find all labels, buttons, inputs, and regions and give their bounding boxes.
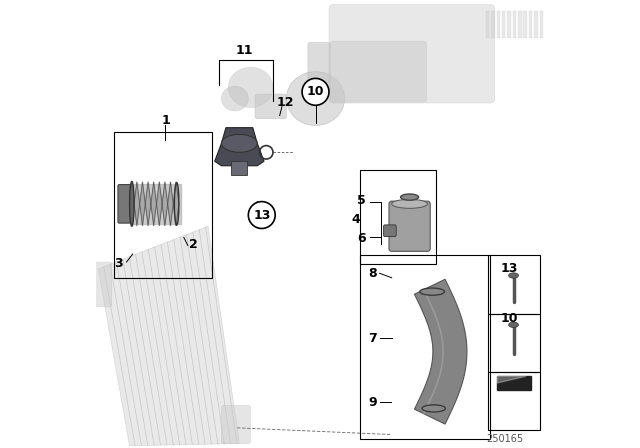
Bar bbox=[540, 11, 543, 38]
Ellipse shape bbox=[228, 67, 273, 108]
Text: 13: 13 bbox=[501, 262, 518, 276]
FancyBboxPatch shape bbox=[308, 43, 330, 83]
Text: 10: 10 bbox=[307, 85, 324, 99]
Bar bbox=[513, 11, 516, 38]
Circle shape bbox=[302, 78, 329, 105]
Bar bbox=[518, 11, 522, 38]
Circle shape bbox=[248, 202, 275, 228]
Bar bbox=[360, 170, 436, 264]
Polygon shape bbox=[156, 182, 162, 226]
FancyBboxPatch shape bbox=[389, 201, 430, 251]
Text: 8: 8 bbox=[368, 267, 377, 280]
Polygon shape bbox=[173, 182, 179, 226]
Polygon shape bbox=[140, 182, 145, 226]
Text: 1: 1 bbox=[161, 113, 170, 127]
Text: 2: 2 bbox=[189, 237, 198, 251]
Text: 5: 5 bbox=[357, 194, 365, 207]
Bar bbox=[360, 255, 490, 439]
Polygon shape bbox=[151, 182, 156, 226]
Text: 250165: 250165 bbox=[486, 434, 523, 444]
Polygon shape bbox=[145, 182, 151, 226]
Ellipse shape bbox=[422, 405, 445, 412]
Ellipse shape bbox=[287, 72, 344, 125]
Bar bbox=[529, 11, 532, 38]
Bar bbox=[497, 11, 500, 38]
Bar bbox=[524, 11, 527, 38]
Bar bbox=[486, 11, 490, 38]
FancyBboxPatch shape bbox=[221, 405, 250, 444]
Text: 7: 7 bbox=[368, 332, 377, 345]
Ellipse shape bbox=[509, 322, 518, 327]
Polygon shape bbox=[214, 128, 264, 166]
Text: 10: 10 bbox=[500, 312, 518, 326]
Text: 12: 12 bbox=[276, 95, 294, 109]
Bar bbox=[502, 11, 506, 38]
FancyBboxPatch shape bbox=[329, 4, 495, 103]
Ellipse shape bbox=[129, 181, 134, 226]
Ellipse shape bbox=[221, 134, 257, 152]
FancyBboxPatch shape bbox=[89, 262, 111, 307]
Bar bbox=[488, 255, 540, 314]
Bar bbox=[488, 372, 540, 430]
Bar bbox=[508, 11, 511, 38]
Text: 3: 3 bbox=[114, 257, 123, 270]
Text: 4: 4 bbox=[351, 213, 360, 226]
Polygon shape bbox=[98, 226, 239, 446]
Polygon shape bbox=[415, 279, 467, 424]
Text: 13: 13 bbox=[253, 208, 271, 222]
Polygon shape bbox=[134, 182, 140, 226]
Polygon shape bbox=[497, 376, 531, 390]
Ellipse shape bbox=[392, 199, 428, 208]
FancyBboxPatch shape bbox=[383, 225, 396, 237]
Bar bbox=[231, 161, 248, 175]
FancyBboxPatch shape bbox=[255, 94, 287, 119]
Text: 9: 9 bbox=[368, 396, 377, 409]
Polygon shape bbox=[497, 376, 526, 383]
Ellipse shape bbox=[509, 273, 518, 278]
Text: 11: 11 bbox=[235, 43, 253, 57]
Ellipse shape bbox=[420, 288, 444, 295]
Ellipse shape bbox=[221, 86, 248, 111]
Text: 6: 6 bbox=[357, 232, 365, 246]
Ellipse shape bbox=[401, 194, 419, 200]
FancyBboxPatch shape bbox=[330, 41, 427, 102]
Bar bbox=[534, 11, 538, 38]
Bar bbox=[114, 132, 212, 278]
Bar bbox=[491, 11, 495, 38]
Bar bbox=[488, 314, 540, 372]
Polygon shape bbox=[168, 182, 173, 226]
Polygon shape bbox=[162, 182, 168, 226]
FancyBboxPatch shape bbox=[118, 185, 132, 223]
